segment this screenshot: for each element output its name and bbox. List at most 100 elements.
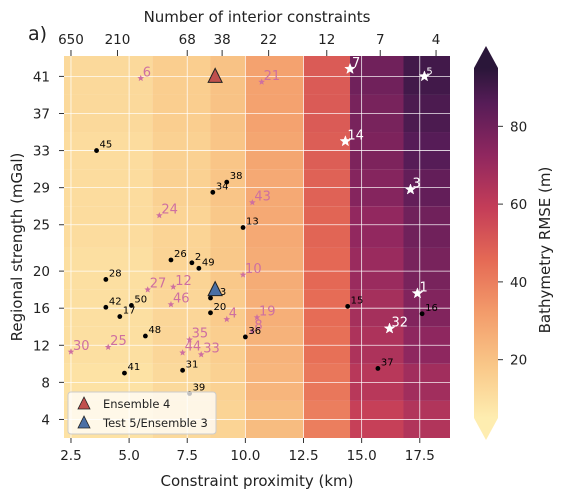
point-label: 30	[73, 339, 90, 354]
y-tick-label: 41	[33, 69, 50, 85]
legend-box	[67, 391, 217, 435]
point-label: 31	[186, 359, 199, 370]
top-tick-label: 210	[105, 32, 131, 48]
point-label: 49	[202, 257, 215, 268]
point-star	[179, 349, 186, 356]
top-axis-label: Number of interior constraints	[144, 8, 371, 26]
point-label: 36	[248, 326, 261, 337]
point-dot	[196, 265, 202, 271]
point-label: 12	[175, 274, 192, 289]
point-dot	[122, 370, 127, 376]
point-label: 38	[230, 171, 243, 182]
legend: Ensemble 4 Test 5/Ensemble 3	[67, 391, 217, 435]
colorbar-top-extend	[474, 46, 498, 68]
legend-marker-ensemble-4	[77, 396, 91, 410]
heatmap-cell	[303, 206, 351, 248]
point-label: 16	[425, 303, 438, 314]
point-label: 3	[412, 177, 420, 192]
colorbar-label: Bathymetry RMSE (m)	[536, 167, 554, 334]
point-label: 15	[351, 295, 364, 306]
test-5-marker	[207, 280, 223, 297]
colorbar-tick-label: 60	[510, 197, 527, 213]
point-dot	[208, 295, 213, 301]
point-label: 21	[264, 69, 281, 84]
heatmap-cell	[245, 206, 304, 248]
point-star	[104, 343, 112, 350]
point-label: 33	[203, 342, 220, 357]
heatmap-cell	[210, 206, 246, 248]
point-label: 26	[174, 249, 187, 260]
legend-marker-test-5	[77, 415, 91, 429]
point-dot	[240, 225, 246, 230]
point-dot	[210, 189, 216, 195]
colorbar-fill	[474, 68, 498, 418]
top-tick-label: 4	[432, 32, 441, 48]
top-axis-ticks: 650 210 68 38 22 12 7 4	[58, 32, 440, 56]
panel-label: a)	[28, 23, 47, 45]
point-star	[249, 327, 256, 335]
point-label: 7	[352, 56, 360, 71]
top-tick-label: 68	[179, 32, 196, 48]
point-label: 44	[185, 340, 202, 355]
top-tick-label: 7	[376, 32, 385, 48]
heatmap-cell	[350, 56, 404, 95]
heatmap-cell	[245, 247, 304, 290]
heatmap-cell	[64, 56, 153, 95]
point-label: 45	[100, 140, 113, 151]
point-dot	[189, 260, 195, 266]
point-label: 37	[381, 357, 394, 368]
x-tick-label: 7.5	[176, 448, 197, 464]
point-star	[156, 212, 163, 219]
point-label: 17	[123, 306, 136, 317]
point-dot	[168, 257, 174, 263]
y-tick-label: 4	[41, 412, 50, 428]
heatmap-cell	[64, 206, 153, 248]
colorbar-ticks: 20 40 60 80	[498, 119, 527, 369]
x-axis-ticks: 2.5 5.0 7.5 10.0 12.5 15.0 17.5	[60, 438, 435, 464]
x-tick-label: 5.0	[118, 448, 139, 464]
point-label: 46	[173, 291, 190, 306]
point-label: 14	[347, 128, 364, 143]
point-label: 5	[426, 66, 432, 77]
x-tick-label: 12.5	[288, 448, 318, 464]
point-dot	[375, 366, 381, 371]
point-dot	[103, 304, 109, 310]
heatmap-cell	[350, 206, 404, 248]
point-dot	[103, 277, 109, 282]
point-dot	[129, 303, 134, 308]
heatmap-cell	[303, 247, 351, 290]
point-star	[258, 78, 265, 85]
point-dot	[117, 314, 123, 319]
x-tick-label: 17.5	[405, 448, 435, 464]
point-label: 35	[192, 327, 209, 342]
point-label: 42	[109, 296, 122, 307]
colorbar-tick-label: 40	[510, 275, 527, 291]
heatmap	[64, 56, 450, 438]
point-star	[344, 62, 356, 74]
y-tick-label: 8	[41, 375, 50, 391]
x-tick-label: 2.5	[60, 448, 81, 464]
y-tick-label: 16	[33, 301, 50, 317]
point-label: 2	[195, 252, 201, 263]
point-dot	[142, 333, 148, 339]
point-dot	[419, 311, 425, 317]
point-star	[170, 283, 177, 290]
point-label: 50	[134, 294, 147, 305]
y-tick-label: 25	[33, 218, 50, 234]
colorbar-bottom-extend	[474, 418, 498, 440]
point-star	[404, 183, 417, 195]
legend-label-test-5: Test 5/Ensemble 3	[102, 416, 208, 430]
point-dot	[94, 148, 99, 153]
point-dot	[180, 367, 185, 373]
point-star	[144, 286, 151, 293]
point-star	[167, 301, 175, 308]
heatmap-cell	[210, 247, 246, 290]
point-star	[239, 271, 247, 278]
point-star	[197, 351, 205, 358]
y-tick-label: 12	[33, 338, 50, 354]
point-dot	[345, 303, 351, 309]
y-axis-ticks: 4 8 12 16 20 25 29 33 37 41	[33, 69, 64, 428]
point-label: 24	[161, 202, 178, 217]
point-star	[383, 322, 396, 334]
